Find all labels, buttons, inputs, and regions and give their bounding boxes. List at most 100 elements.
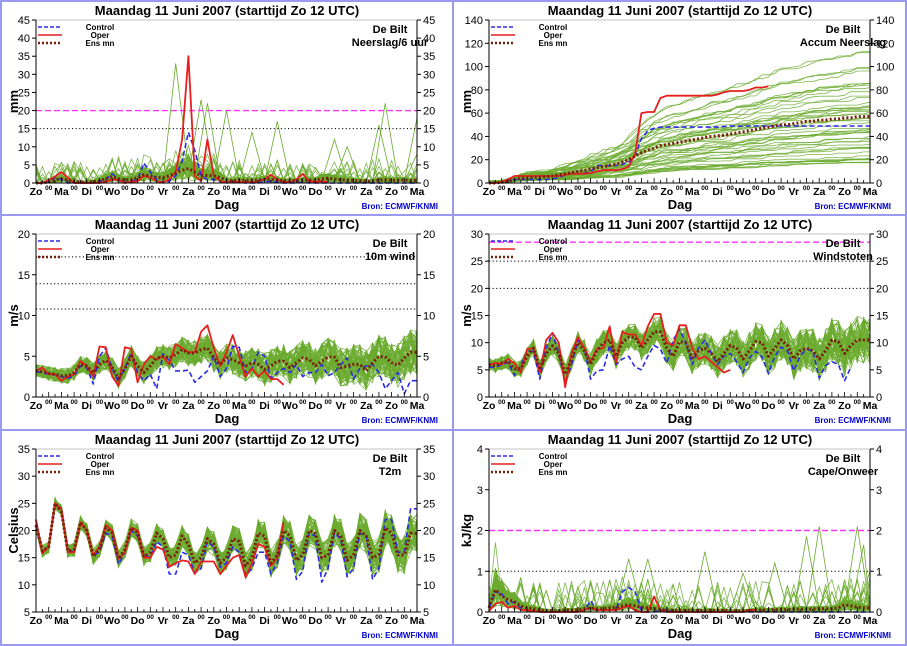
x-day-label: Do	[308, 186, 322, 198]
y-axis-label: m/s	[459, 304, 474, 326]
x-day-label: Wo	[735, 186, 751, 198]
x-day-label: Zo	[385, 400, 398, 412]
x-hour-marker: 00	[727, 614, 735, 621]
x-day-label: Zo	[660, 400, 673, 412]
variable-label: Neerslag/6 uur	[352, 37, 429, 49]
y-tick-label-right: 20	[876, 155, 888, 167]
y-tick-label-right: 5	[423, 351, 429, 363]
chart-panel-cape: Maandag 11 Juni 2007 (starttijd Zo 12 UT…	[459, 432, 891, 641]
x-hour-marker: 00	[777, 614, 785, 621]
x-day-label: Ma	[232, 186, 247, 198]
x-hour-marker: 00	[197, 614, 205, 621]
source-credit: Bron: ECMWF/KNMI	[362, 631, 438, 640]
x-hour-marker: 00	[375, 614, 383, 621]
x-day-label: Do	[131, 186, 145, 198]
x-day-label: Wo	[104, 186, 120, 198]
x-hour-marker: 00	[299, 185, 307, 192]
x-day-label: Ma	[507, 400, 522, 412]
x-day-label: Ma	[54, 186, 69, 198]
y-axis-label: kJ/kg	[459, 514, 474, 547]
y-tick-label-right: 5	[423, 607, 429, 619]
x-day-label: Do	[131, 615, 145, 627]
x-axis-label: Dag	[668, 197, 693, 212]
ensemble-member-peak	[793, 536, 820, 611]
x-day-label: Vr	[789, 615, 800, 627]
x-hour-marker: 00	[248, 399, 256, 406]
x-hour-marker: 00	[299, 399, 307, 406]
y-tick-label-left: 1	[477, 566, 483, 578]
location-label: De Bilt	[373, 238, 408, 250]
x-hour-marker: 00	[70, 185, 78, 192]
control-line	[488, 328, 852, 384]
x-day-label: Vr	[789, 186, 800, 198]
variable-label: T2m	[379, 466, 402, 478]
legend-label: Ens mn	[86, 253, 115, 262]
x-day-label: Wo	[282, 615, 298, 627]
x-day-label: Do	[584, 186, 598, 198]
x-day-label: Ma	[232, 615, 247, 627]
x-day-label: Za	[360, 400, 372, 412]
y-tick-label-right: 4	[876, 444, 882, 456]
y-tick-label-right: 20	[423, 526, 435, 538]
x-day-label: Di	[535, 186, 546, 198]
x-hour-marker: 00	[375, 185, 383, 192]
source-credit: Bron: ECMWF/KNMI	[815, 416, 891, 425]
location-label: De Bilt	[826, 238, 861, 250]
x-day-label: Di	[259, 615, 270, 627]
x-hour-marker: 00	[45, 185, 53, 192]
x-day-label: Do	[131, 400, 145, 412]
panel-divider-horizontal-2	[0, 429, 907, 431]
x-hour-marker: 00	[752, 614, 760, 621]
x-hour-marker: 00	[96, 185, 104, 192]
location-label: De Bilt	[826, 24, 861, 36]
x-hour-marker: 00	[223, 185, 231, 192]
variable-label: Windstoten	[813, 251, 873, 263]
x-hour-marker: 00	[650, 185, 658, 192]
x-day-label: Za	[182, 186, 194, 198]
y-tick-label-right: 5	[423, 160, 429, 172]
ensemble-member-line	[488, 82, 871, 183]
x-hour-marker: 00	[828, 185, 836, 192]
x-day-label: Vr	[158, 186, 169, 198]
y-tick-label-left: 15	[18, 124, 30, 136]
x-hour-marker: 00	[574, 185, 582, 192]
y-tick-label-right: 15	[423, 124, 435, 136]
ensemble-members	[488, 315, 871, 386]
ensemble-member-peak	[334, 145, 361, 182]
chart-panel-neerslag: Maandag 11 Juni 2007 (starttijd Zo 12 UT…	[6, 3, 438, 212]
x-hour-marker: 00	[625, 399, 633, 406]
x-hour-marker: 00	[350, 185, 358, 192]
x-day-label: Vr	[611, 615, 622, 627]
location-label: De Bilt	[826, 453, 861, 465]
x-hour-marker: 00	[324, 399, 332, 406]
x-day-label: Wo	[282, 186, 298, 198]
x-hour-marker: 00	[375, 399, 383, 406]
y-tick-label-left: 30	[18, 471, 30, 483]
y-tick-label-left: 15	[18, 270, 30, 282]
x-hour-marker: 00	[274, 399, 282, 406]
y-tick-label-right: 45	[423, 15, 435, 27]
legend-label: Control	[86, 23, 114, 32]
ensemble-members	[488, 51, 871, 184]
y-tick-label-right: 10	[423, 311, 435, 323]
y-tick-label-right: 3	[876, 485, 882, 497]
chart-title: Maandag 11 Juni 2007 (starttijd Zo 12 UT…	[95, 432, 359, 447]
x-day-label: Za	[360, 186, 372, 198]
x-day-label: Zo	[385, 186, 398, 198]
legend-label: Oper	[544, 245, 563, 254]
chart-title: Maandag 11 Juni 2007 (starttijd Zo 12 UT…	[548, 217, 812, 232]
x-hour-marker: 00	[498, 399, 506, 406]
x-hour-marker: 00	[777, 399, 785, 406]
x-day-label: Do	[584, 400, 598, 412]
y-tick-label-right: 100	[876, 62, 894, 74]
y-tick-label-right: 15	[876, 311, 888, 323]
location-label: De Bilt	[373, 453, 408, 465]
x-day-label: Za	[635, 400, 647, 412]
ens-mean-line	[35, 346, 417, 380]
variable-label: Accum Neerslag	[800, 37, 886, 49]
x-day-label: Zo	[30, 400, 43, 412]
x-day-label: Vr	[336, 400, 347, 412]
y-tick-label-left: 30	[18, 69, 30, 81]
y-tick-label-right: 5	[876, 365, 882, 377]
x-day-label: Za	[813, 400, 825, 412]
